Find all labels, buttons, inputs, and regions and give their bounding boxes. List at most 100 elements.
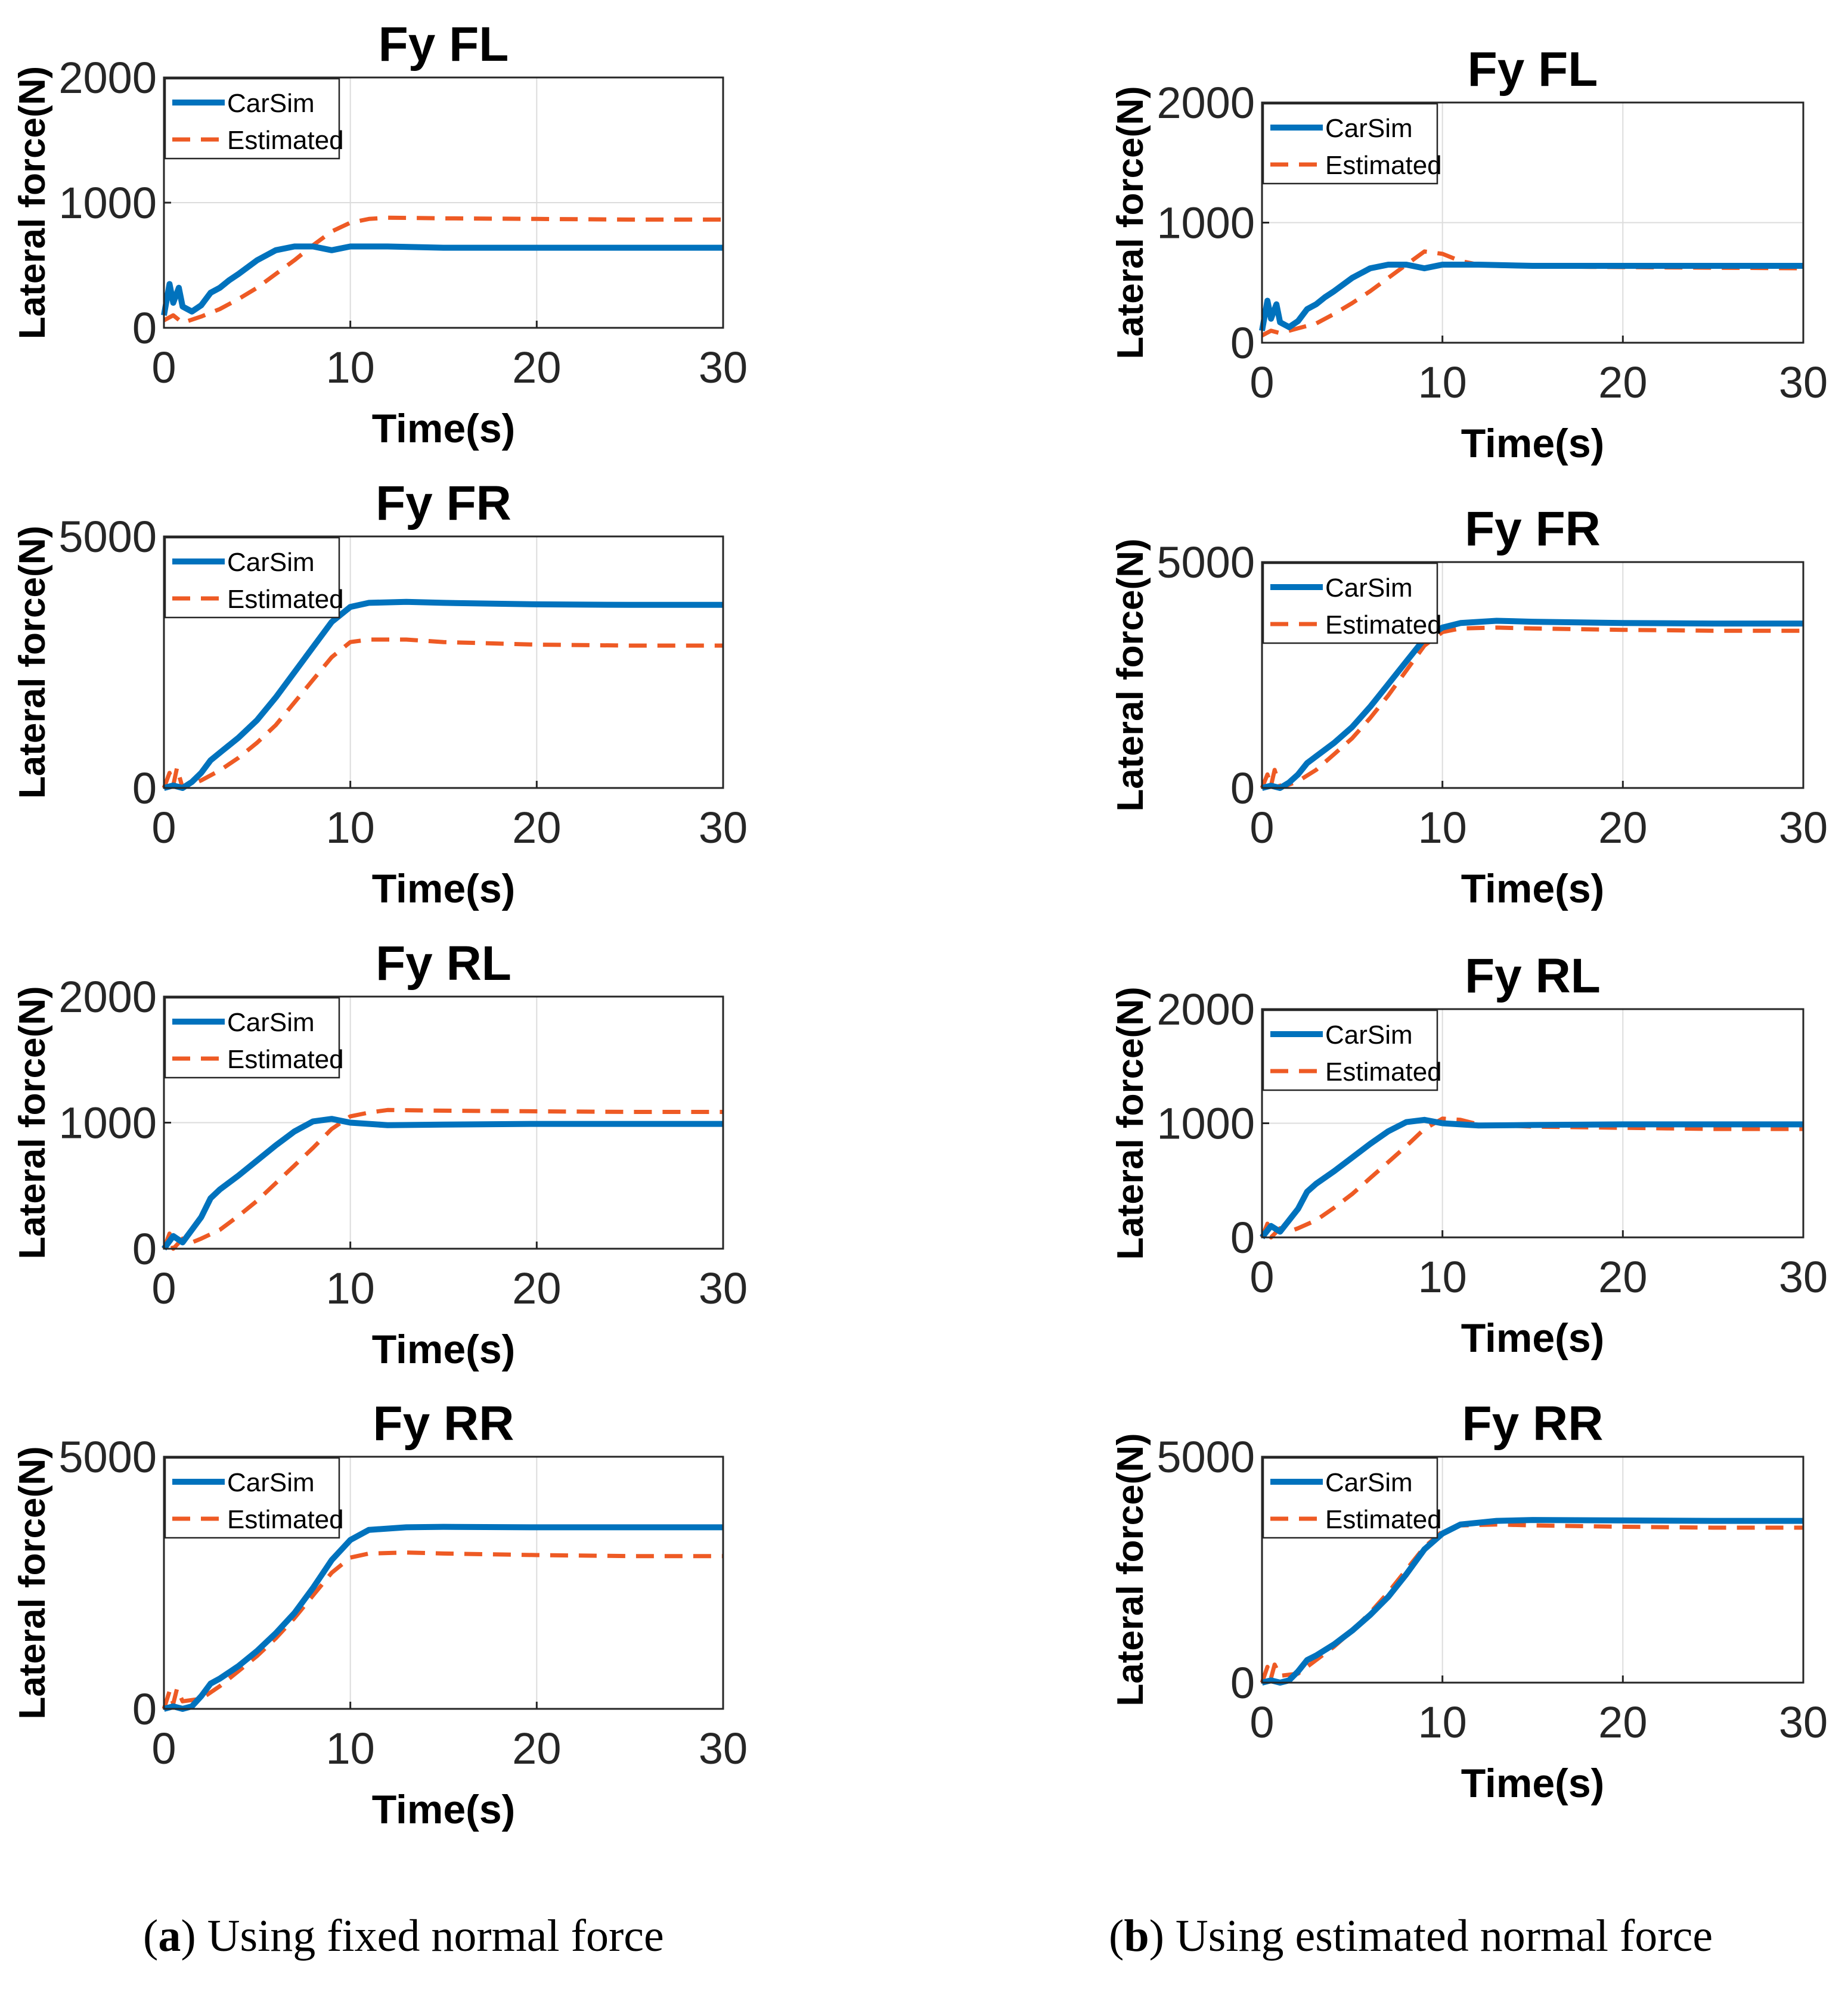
x-tick-label: 20 bbox=[1598, 1252, 1647, 1302]
series-line-carsim bbox=[1261, 1517, 1803, 1686]
chart-title: Fy FR bbox=[1465, 502, 1601, 556]
legend-box bbox=[1262, 103, 1438, 185]
x-tick-label: 20 bbox=[512, 343, 561, 392]
x-axis-label: Time(s) bbox=[372, 1787, 516, 1832]
axes-box bbox=[163, 535, 724, 789]
legend-label-carsim: CarSim bbox=[227, 89, 315, 118]
y-tick-label: 1000 bbox=[58, 1099, 157, 1148]
x-axis-label: Time(s) bbox=[1461, 866, 1605, 911]
chart-title: Fy FL bbox=[379, 17, 509, 72]
x-axis-label: Time(s) bbox=[372, 1327, 516, 1372]
y-tick-label: 0 bbox=[132, 764, 157, 813]
chart-a-3: 0 10 20 30 0 1000 2000 Fy RL Time(s) Lateral forc… bbox=[12, 936, 748, 1372]
y-axis-label: Lateral force(N) bbox=[1110, 986, 1151, 1259]
chart-a-2: 0 10 20 30 0 5000 Fy FR Time(s) Lateral force(N)… bbox=[12, 476, 748, 911]
x-tick-label: 0 bbox=[151, 1724, 176, 1773]
series-line-carsim bbox=[163, 1523, 723, 1712]
y-tick-label: 2000 bbox=[58, 972, 157, 1022]
x-tick-label: 10 bbox=[1418, 358, 1467, 407]
y-tick-label: 0 bbox=[132, 303, 157, 353]
legend-box bbox=[1262, 1009, 1438, 1091]
x-tick-label: 10 bbox=[1418, 803, 1467, 852]
x-axis-label: Time(s) bbox=[1461, 421, 1605, 466]
y-tick-label: 1000 bbox=[1156, 1099, 1255, 1149]
y-tick-label: 5000 bbox=[58, 1432, 157, 1482]
series-line-estimated bbox=[162, 1107, 723, 1251]
caption-a: (a) Using fixed normal force bbox=[143, 1911, 664, 1961]
axes-box bbox=[1261, 561, 1804, 789]
series-line-carsim bbox=[163, 598, 723, 791]
caption-b-label: b bbox=[1124, 1911, 1149, 1961]
caption-b-text: Using estimated normal force bbox=[1175, 1911, 1713, 1961]
legend-label-carsim: CarSim bbox=[1325, 1468, 1413, 1497]
chart-a-4: 0 10 20 30 0 5000 Fy RR Time(s) Lateral force(N)… bbox=[12, 1397, 748, 1832]
chart-title: Fy RL bbox=[376, 936, 511, 991]
legend-label-estimated: Estimated bbox=[1325, 1057, 1442, 1087]
y-tick-label: 1000 bbox=[58, 178, 157, 228]
y-tick-label: 5000 bbox=[58, 512, 157, 561]
legend-box bbox=[1262, 562, 1438, 644]
y-tick-label: 1000 bbox=[1156, 198, 1255, 248]
x-tick-label: 0 bbox=[151, 343, 176, 392]
legend-label-carsim: CarSim bbox=[1325, 573, 1413, 603]
series-line-carsim bbox=[161, 243, 723, 316]
x-tick-label: 20 bbox=[1598, 1698, 1647, 1747]
x-tick-label: 20 bbox=[1598, 803, 1647, 852]
y-axis-label: Lateral force(N) bbox=[12, 1446, 53, 1719]
x-tick-label: 0 bbox=[1249, 1252, 1274, 1302]
chart-title: Fy RR bbox=[1462, 1397, 1604, 1451]
axes-box bbox=[1261, 1456, 1804, 1684]
legend-label-carsim: CarSim bbox=[227, 1008, 315, 1037]
x-tick-label: 10 bbox=[326, 1264, 375, 1313]
x-tick-label: 0 bbox=[151, 803, 176, 852]
x-tick-label: 30 bbox=[1779, 358, 1828, 407]
y-axis-label: Lateral force(N) bbox=[1110, 86, 1151, 359]
caption-b: (b) Using estimated normal force bbox=[1109, 1911, 1713, 1961]
legend-label-carsim: CarSim bbox=[1325, 114, 1413, 143]
y-axis-label: Lateral force(N) bbox=[1110, 538, 1151, 811]
y-tick-label: 5000 bbox=[1156, 538, 1255, 587]
series-line-estimated bbox=[1260, 625, 1803, 790]
legend-label-estimated: Estimated bbox=[227, 1045, 344, 1074]
chart-title: Fy FR bbox=[376, 476, 511, 530]
x-tick-label: 0 bbox=[1249, 1698, 1274, 1747]
y-tick-label: 0 bbox=[1230, 1213, 1255, 1262]
y-tick-label: 0 bbox=[1230, 318, 1255, 368]
chart-b-4: 0 10 20 30 0 5000 Fy RR Time(s) Lateral force(N)… bbox=[1110, 1397, 1828, 1806]
legend-box bbox=[164, 77, 340, 160]
caption-a-label: a bbox=[158, 1911, 181, 1961]
chart-title: Fy RL bbox=[1465, 949, 1601, 1003]
y-tick-label: 0 bbox=[132, 1224, 157, 1274]
x-tick-label: 20 bbox=[512, 1724, 561, 1773]
x-tick-label: 30 bbox=[1779, 1698, 1828, 1747]
series-line-carsim bbox=[161, 1116, 723, 1251]
y-axis-label: Lateral force(N) bbox=[12, 986, 53, 1259]
series-line-estimated bbox=[163, 215, 723, 325]
y-tick-label: 0 bbox=[1230, 1658, 1255, 1708]
series-line-carsim bbox=[1261, 618, 1803, 791]
legend-box bbox=[164, 1457, 340, 1539]
x-axis-label: Time(s) bbox=[1461, 1761, 1605, 1806]
legend-label-carsim: CarSim bbox=[1325, 1020, 1413, 1050]
y-tick-label: 0 bbox=[132, 1684, 157, 1734]
x-tick-label: 30 bbox=[1779, 1252, 1828, 1302]
x-tick-label: 30 bbox=[699, 1724, 748, 1773]
chart-title: Fy RR bbox=[373, 1397, 514, 1451]
x-axis-label: Time(s) bbox=[372, 406, 516, 451]
series-line-carsim bbox=[1260, 1116, 1803, 1240]
y-tick-label: 2000 bbox=[1156, 985, 1255, 1034]
legend-box bbox=[1262, 1457, 1438, 1539]
legend-box bbox=[164, 536, 340, 619]
chart-b-2: 0 10 20 30 0 5000 Fy FR Time(s) Lateral force(N)… bbox=[1110, 502, 1828, 911]
x-tick-label: 30 bbox=[699, 1264, 748, 1313]
y-tick-label: 0 bbox=[1230, 764, 1255, 813]
chart-b-3: 0 10 20 30 0 1000 2000 Fy RL Time(s) Lateral forc… bbox=[1110, 949, 1828, 1361]
chart-a-1: 0 10 20 30 0 1000 2000 Fy FL Time(s) Lateral forc… bbox=[12, 17, 748, 451]
chart-title: Fy FL bbox=[1468, 42, 1598, 97]
x-tick-label: 10 bbox=[1418, 1698, 1467, 1747]
y-axis-label: Lateral force(N) bbox=[1110, 1433, 1151, 1706]
y-axis-label: Lateral force(N) bbox=[12, 66, 53, 339]
legend-label-estimated: Estimated bbox=[227, 585, 344, 614]
legend-label-estimated: Estimated bbox=[227, 126, 344, 155]
